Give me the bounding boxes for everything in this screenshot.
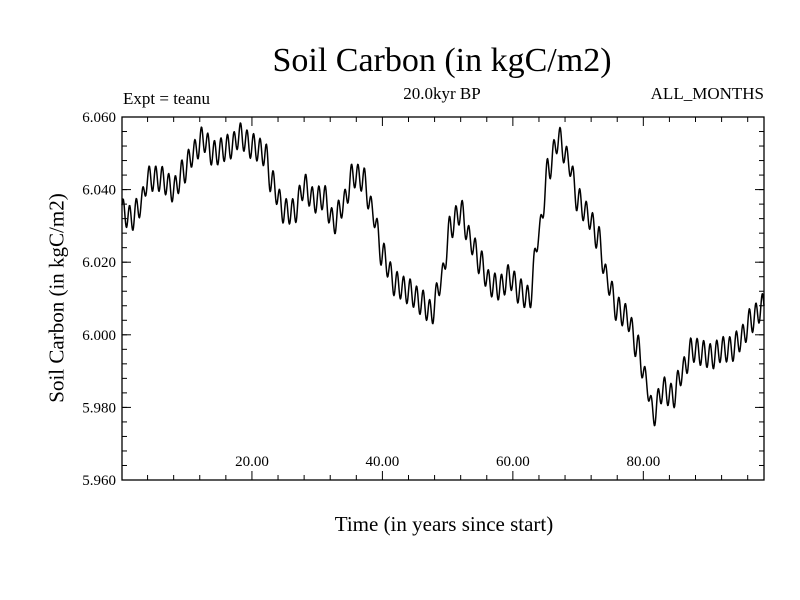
y-tick-label: 5.960	[82, 473, 116, 489]
x-tick-label: 80.00	[626, 454, 660, 470]
chart-subtitle: 20.0kyr BP	[403, 84, 481, 103]
y-tick-label: 6.060	[82, 110, 116, 126]
series-line-soil-carbon	[121, 122, 765, 427]
y-axis-label: Soil Carbon (in kgC/m2)	[44, 193, 69, 403]
experiment-label: Expt = teanu	[123, 89, 211, 108]
x-tick-label: 60.00	[496, 454, 530, 470]
axis-ticks	[122, 116, 764, 481]
x-tick-label: 20.00	[235, 454, 269, 470]
plot-frame	[121, 116, 765, 481]
y-tick-label: 6.020	[82, 255, 116, 271]
y-tick-label: 6.000	[82, 328, 116, 344]
period-label: ALL_MONTHS	[650, 84, 764, 103]
x-tick-label: 40.00	[366, 454, 400, 470]
y-tick-label: 5.980	[82, 400, 116, 416]
chart-title: Soil Carbon (in kgC/m2)	[272, 42, 612, 79]
y-tick-label: 6.040	[82, 183, 116, 199]
x-axis-label: Time (in years since start)	[334, 512, 554, 536]
tick-labels: 5.960 5.980 6.000 6.020 6.040 6.060 20.00 40.00…	[82, 110, 660, 489]
